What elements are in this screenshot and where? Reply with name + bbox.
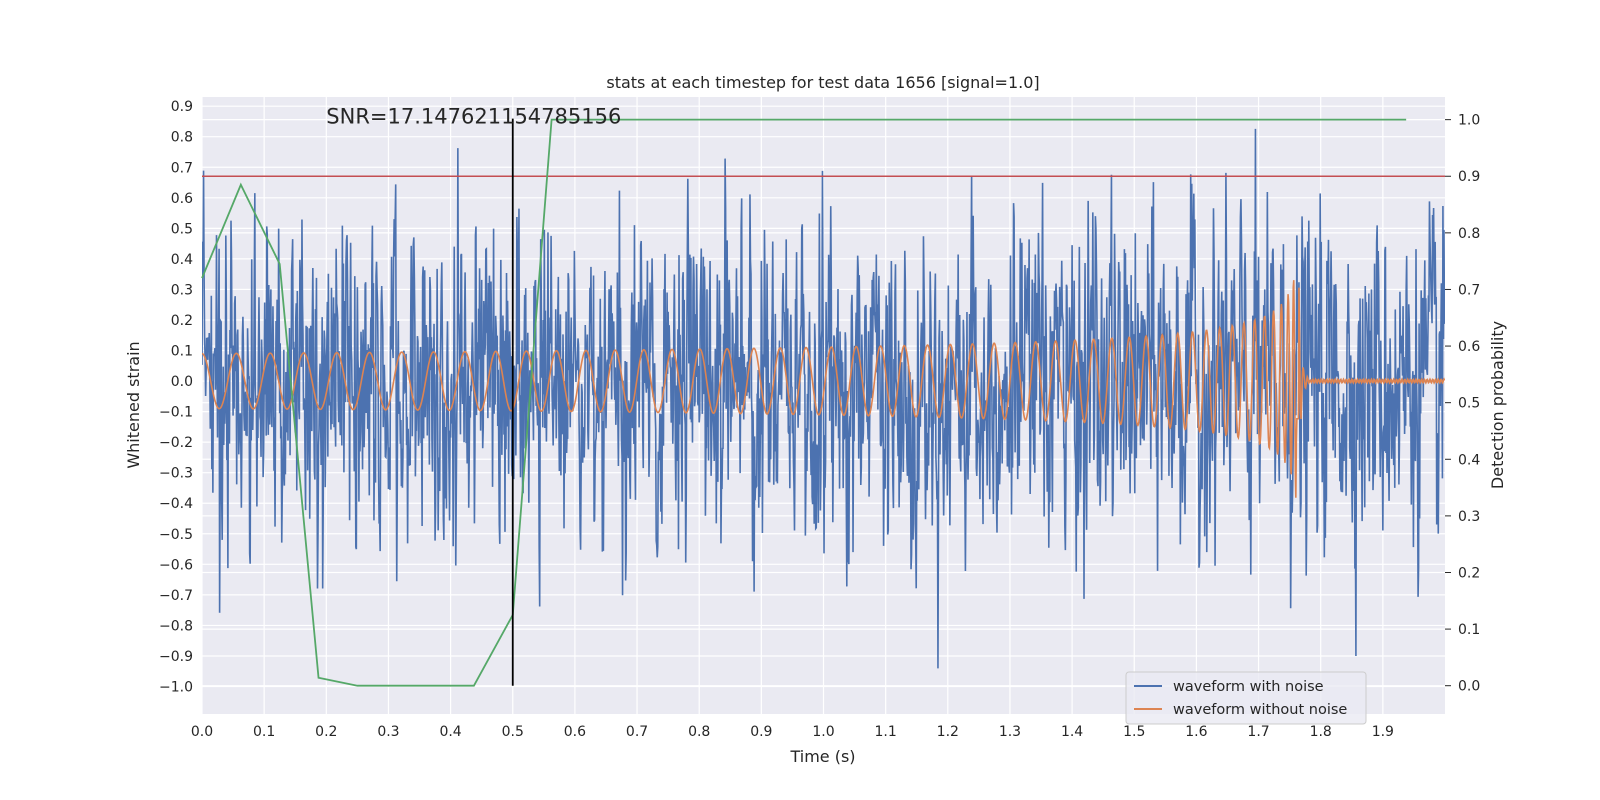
y2-tick-label: 0.8 bbox=[1458, 226, 1480, 242]
y2-tick-label: 0.4 bbox=[1458, 452, 1480, 468]
x-tick-label: 0.9 bbox=[750, 724, 772, 740]
legend-box bbox=[1125, 671, 1367, 725]
y-axis-label: Whitened strain bbox=[124, 341, 143, 468]
y-tick-label: −0.1 bbox=[159, 405, 193, 421]
x-tick-label: 0.1 bbox=[253, 724, 275, 740]
series-layer bbox=[201, 118, 1445, 687]
y-tick-label: −0.6 bbox=[159, 557, 193, 573]
x-tick-label: 1.0 bbox=[812, 724, 834, 740]
x-tick-label: 1.5 bbox=[1123, 724, 1145, 740]
y-tick-label: 0.1 bbox=[171, 344, 193, 360]
x-tick-label: 0.5 bbox=[502, 724, 524, 740]
series-waveform-with-noise bbox=[202, 128, 1445, 669]
y-tick-label: 0.2 bbox=[171, 313, 193, 329]
y-tick-label: 0.7 bbox=[171, 160, 193, 176]
y-tick-label: 0.5 bbox=[171, 221, 193, 237]
y-tick-label: −0.2 bbox=[159, 435, 193, 451]
y2-axis-label: Detection probability bbox=[1488, 321, 1507, 489]
y2-tick-label: 0.9 bbox=[1458, 169, 1480, 185]
x-tick-label: 1.3 bbox=[999, 724, 1021, 740]
x-tick-label: 1.7 bbox=[1247, 724, 1269, 740]
y2-tick-label: 0.0 bbox=[1458, 679, 1480, 695]
ticks: 0.0 0.1 0.2 0.3 0.4 0.5 0.6 0.7 0.8 0.9 1.0 1.1 1.2 1… bbox=[159, 99, 1480, 740]
snr-annotation: SNR=17.147621154785156 bbox=[326, 104, 621, 128]
x-tick-label: 0.2 bbox=[315, 724, 337, 740]
y-tick-label: −0.7 bbox=[159, 588, 193, 604]
x-tick-label: 0.0 bbox=[191, 724, 213, 740]
y-tick-label: 0.3 bbox=[171, 282, 193, 298]
y2-tick-label: 0.6 bbox=[1458, 339, 1480, 355]
x-tick-label: 0.3 bbox=[377, 724, 399, 740]
y2-tick-label: 0.3 bbox=[1458, 509, 1480, 525]
x-tick-label: 1.6 bbox=[1185, 724, 1207, 740]
x-axis-label: Time (s) bbox=[789, 747, 855, 766]
chart-title: stats at each timestep for test data 165… bbox=[606, 73, 1039, 92]
y-tick-label: −0.9 bbox=[159, 649, 193, 665]
y-tick-label: −0.4 bbox=[159, 496, 193, 512]
legend-label-clean: waveform without noise bbox=[1173, 702, 1347, 718]
y-tick-label: −0.3 bbox=[159, 466, 193, 482]
y2-tick-label: 0.5 bbox=[1458, 396, 1480, 412]
y2-tick-label: 0.1 bbox=[1458, 622, 1480, 638]
y-tick-label: 0.8 bbox=[171, 130, 193, 146]
x-tick-label: 0.8 bbox=[688, 724, 710, 740]
legend-label-noisy: waveform with noise bbox=[1173, 679, 1324, 695]
series-detection-probability bbox=[201, 118, 1407, 687]
x-tick-label: 0.4 bbox=[439, 724, 461, 740]
y-tick-label: 0.9 bbox=[171, 99, 193, 115]
x-tick-label: 1.2 bbox=[937, 724, 959, 740]
x-tick-label: 0.6 bbox=[564, 724, 586, 740]
x-tick-label: 1.8 bbox=[1310, 724, 1332, 740]
series-waveform-without-noise bbox=[202, 280, 1445, 498]
y2-tick-label: 0.2 bbox=[1458, 565, 1480, 581]
y-tick-label: 0.0 bbox=[171, 374, 193, 390]
x-tick-label: 0.7 bbox=[626, 724, 648, 740]
y-tick-label: 0.4 bbox=[171, 252, 193, 268]
legend: waveform with noise waveform without noi… bbox=[1125, 671, 1367, 725]
x-tick-label: 1.1 bbox=[875, 724, 897, 740]
y-tick-label: −1.0 bbox=[159, 680, 193, 696]
y2-tick-label: 1.0 bbox=[1458, 113, 1480, 129]
y2-tick-label: 0.7 bbox=[1458, 282, 1480, 298]
y-tick-label: 0.6 bbox=[171, 191, 193, 207]
x-tick-label: 1.9 bbox=[1372, 724, 1394, 740]
y-tick-label: −0.8 bbox=[159, 618, 193, 634]
x-tick-label: 1.4 bbox=[1061, 724, 1083, 740]
y-tick-label: −0.5 bbox=[159, 527, 193, 543]
